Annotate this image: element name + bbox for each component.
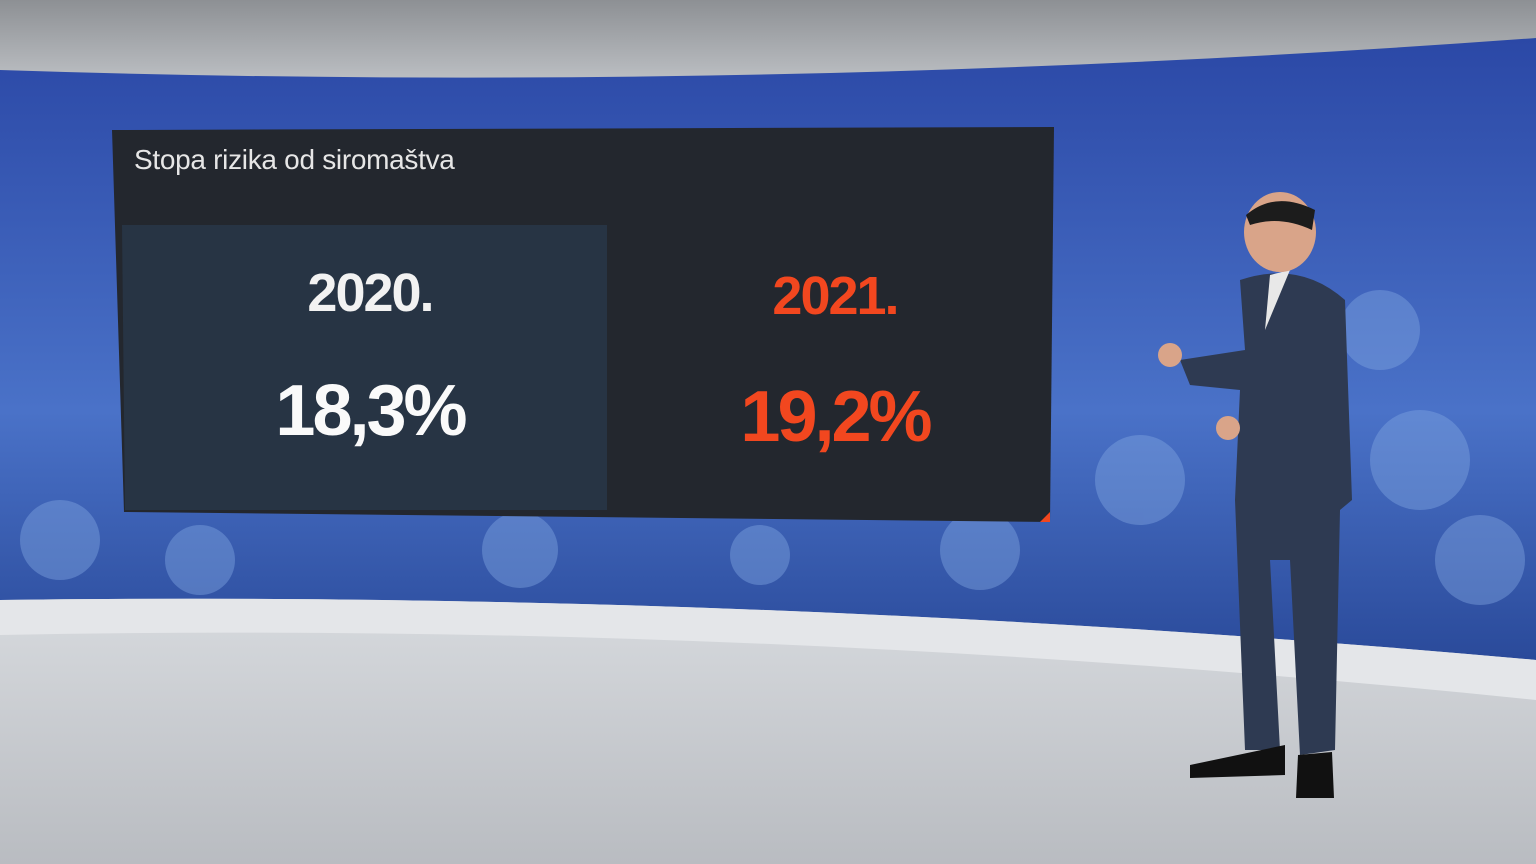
accent-corner [1040, 512, 1050, 522]
wall-trim [0, 598, 1536, 700]
value-2021: 19,2% [740, 377, 932, 457]
crowd-blur [20, 290, 1525, 605]
presenter [1158, 192, 1352, 798]
graphic-left-box [122, 225, 607, 510]
graphic-title: Stopa rizika od siromaštva [134, 144, 455, 175]
year-2021-label: 2021. [772, 266, 899, 326]
year-2020-label: 2020. [307, 263, 434, 323]
value-2020: 18,3% [275, 371, 467, 451]
